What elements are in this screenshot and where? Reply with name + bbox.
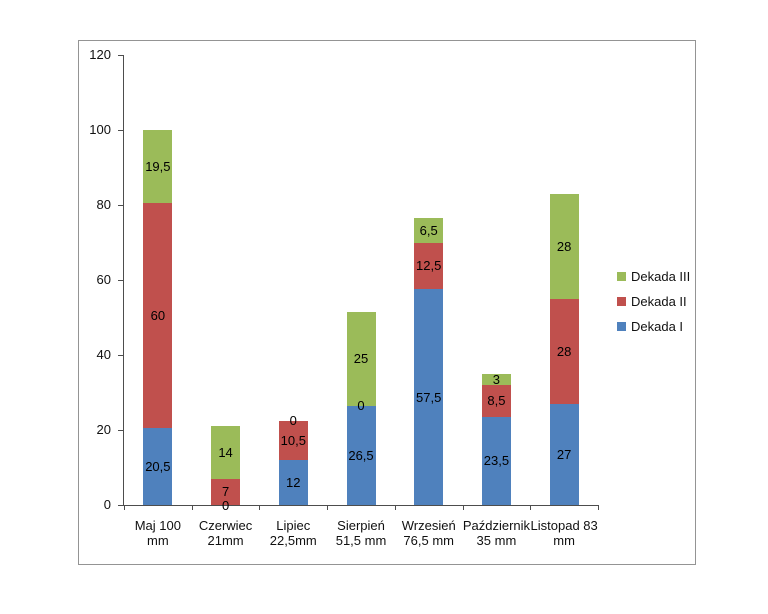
bar-value-label: 28: [556, 238, 572, 254]
bar-value-label: 27: [556, 446, 572, 462]
y-axis-label: 60: [96, 272, 111, 287]
x-axis-tick: [259, 505, 261, 510]
bar-segment-dekada-iii: [414, 218, 444, 243]
legend-item-dekada-iii: Dekada III: [617, 268, 690, 284]
bar-segment-dekada-iii: [143, 130, 173, 204]
y-axis-label: 0: [103, 497, 111, 512]
x-axis-tick: [462, 505, 464, 510]
bar-segment-dekada-ii: [143, 203, 173, 429]
category-label: Czerwiec 21mm: [199, 518, 252, 548]
y-axis-label: 100: [89, 122, 111, 137]
bar-segment-dekada-i: [143, 428, 173, 505]
bar-value-label: 60: [150, 308, 166, 324]
bar-value-label: 10,5: [280, 432, 306, 448]
y-axis-tick: [118, 430, 124, 431]
category-label: Październik 35 mm: [463, 518, 530, 548]
category-label: Maj 100 mm: [135, 518, 181, 548]
category-label-line2: 21mm: [207, 533, 244, 548]
category-label: Lipiec 22,5mm: [270, 518, 317, 548]
bar-value-label: 0: [289, 413, 297, 429]
y-axis-tick: [118, 130, 124, 131]
y-axis-tick: [118, 280, 124, 281]
bar-segment-dekada-iii: [549, 193, 579, 299]
bar-value-label: 19,5: [145, 159, 171, 175]
legend-swatch-dekada-ii-icon: [617, 296, 626, 306]
x-axis-tick: [327, 505, 329, 510]
bar-value-label: 6,5: [419, 222, 438, 238]
category-label: Sierpień 51,5 mm: [336, 518, 387, 548]
y-axis-label: 40: [96, 347, 111, 362]
bar-value-label: 8,5: [487, 393, 506, 409]
bar-value-label: 26,5: [348, 447, 374, 463]
bar-value-label: 23,5: [483, 453, 510, 469]
bar-value-label: 57,5: [416, 389, 442, 405]
bar-value-label: 12,5: [416, 258, 442, 274]
bar-segment-dekada-ii: [549, 298, 579, 404]
category-label-line1: Sierpień: [337, 518, 385, 533]
bar-segment-dekada-iii: [481, 373, 511, 385]
legend-label: Dekada II: [631, 293, 687, 309]
bar-segment-dekada-ii: [211, 478, 241, 505]
bar-segment-dekada-iii: [211, 426, 241, 479]
y-axis-label: 20: [96, 422, 111, 437]
category-label-line2: 76,5 mm: [403, 533, 454, 548]
category-label: Wrzesień 76,5 mm: [402, 518, 456, 548]
legend: Dekada III Dekada II Dekada I: [617, 268, 690, 334]
category-label-line2: 22,5mm: [269, 533, 317, 548]
legend-label: Dekada III: [631, 268, 691, 284]
x-axis-tick: [124, 505, 125, 510]
bar-segment-dekada-i: [278, 460, 308, 505]
legend-swatch-dekada-iii-icon: [617, 271, 626, 281]
bar-segment-dekada-ii: [278, 420, 308, 460]
chart-frame: Dekada III Dekada II Dekada I 0 20 40 60 80 1…: [78, 40, 696, 565]
bar-value-label: 3: [492, 371, 501, 387]
bar-segment-dekada-i: [481, 416, 511, 505]
x-axis-tick: [598, 505, 599, 510]
bar-value-label: 12: [286, 475, 301, 490]
category-label-line1: Maj 100: [134, 518, 181, 533]
y-axis-tick: [118, 55, 124, 56]
bar-segment-dekada-ii: [481, 385, 511, 417]
bar-value-label: 14: [218, 445, 233, 460]
category-label-line2: 51,5 mm: [335, 533, 387, 548]
bar-value-label: 7: [221, 484, 230, 500]
category-label-line1: Listopad 83: [530, 518, 598, 533]
category-label-line2: 35 mm: [476, 533, 517, 548]
category-label-line1: Czerwiec: [198, 518, 253, 533]
y-axis-tick: [118, 505, 124, 506]
category-label-line2: mm: [553, 533, 575, 548]
bar-segment-dekada-iii: [346, 311, 376, 406]
bar-segment-dekada-ii: [414, 242, 444, 290]
bar-segment-dekada-i: [549, 403, 579, 505]
legend-item-dekada-ii: Dekada II: [617, 293, 690, 309]
bar-value-label: 25: [353, 351, 369, 367]
category-label-line1: Lipiec: [276, 518, 311, 533]
bar-value-label: 28: [556, 343, 572, 359]
bar-value-label: 0: [357, 398, 365, 414]
legend-label: Dekada I: [631, 318, 684, 334]
bar-segment-dekada-i: [346, 405, 376, 505]
bar-segment-dekada-i: [414, 289, 444, 505]
y-axis-tick: [118, 205, 124, 206]
category-label: Listopad 83 mm: [531, 518, 598, 548]
x-axis-tick: [530, 505, 532, 510]
category-label-line2: mm: [147, 533, 169, 548]
legend-item-dekada-i: Dekada I: [617, 318, 690, 334]
x-axis-tick: [191, 505, 193, 510]
bar-value-label: 0: [221, 497, 230, 513]
bar-value-label: 20,5: [145, 459, 171, 475]
y-axis-tick: [118, 355, 124, 356]
legend-swatch-dekada-i-icon: [617, 321, 626, 331]
category-label-line1: Wrzesień: [401, 518, 456, 533]
y-axis-label: 80: [96, 197, 111, 212]
category-label-line1: Październik: [462, 518, 531, 533]
x-axis-line: [123, 505, 598, 506]
x-axis-tick: [394, 505, 396, 510]
y-axis-label: 120: [89, 47, 111, 62]
